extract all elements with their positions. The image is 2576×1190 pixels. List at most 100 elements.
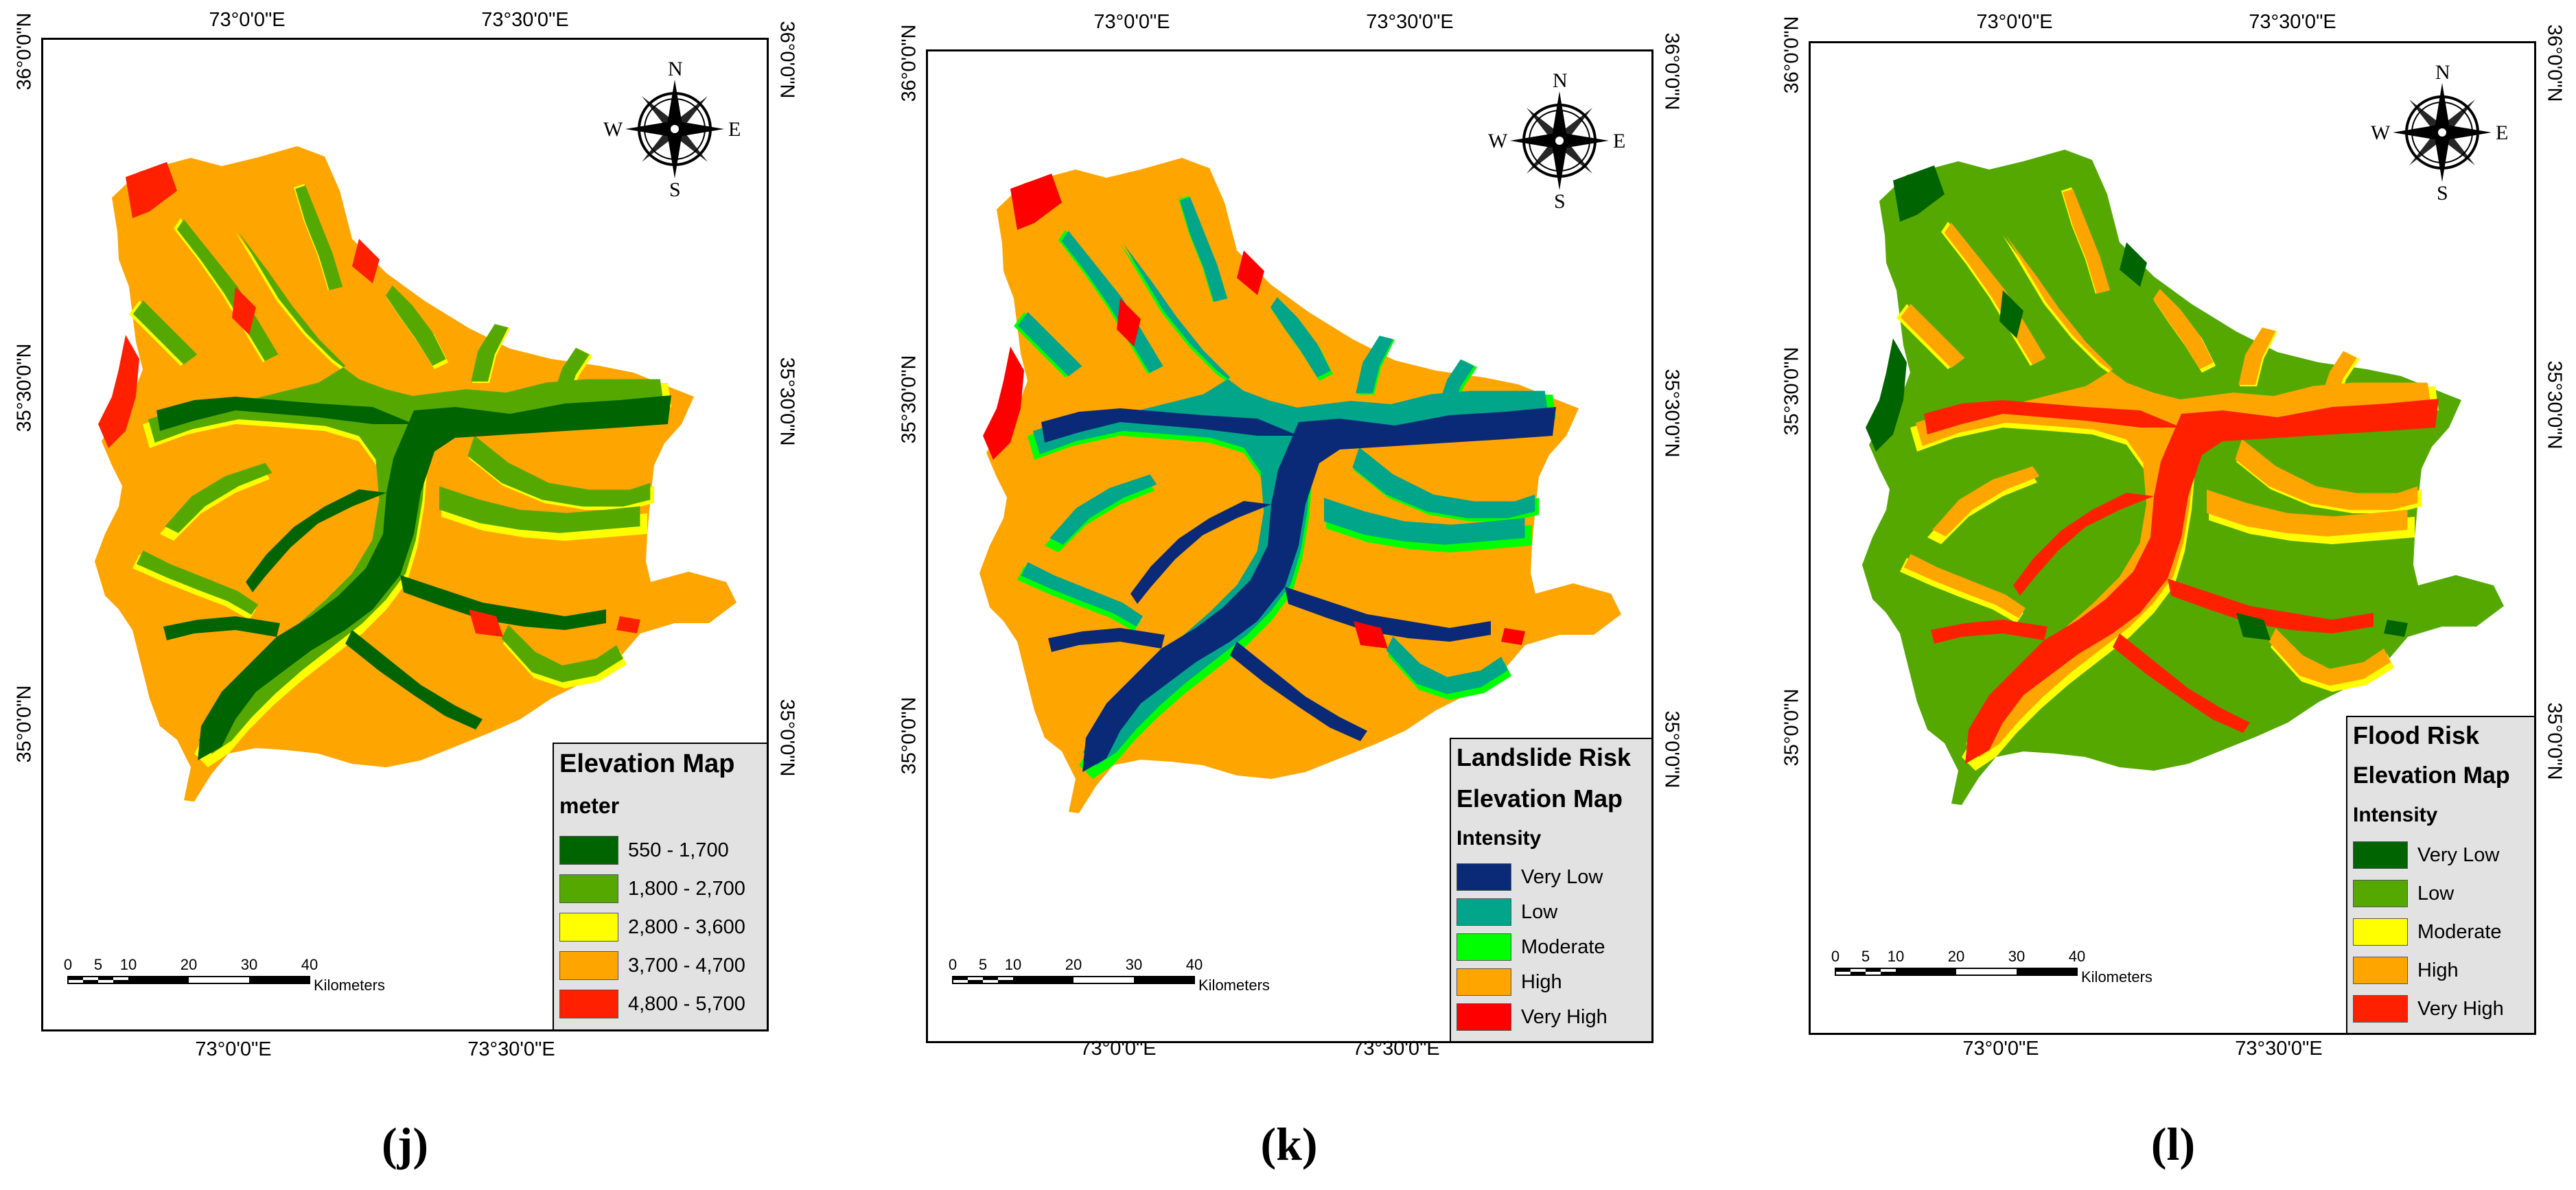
lat-label-left: 36°0'0"N xyxy=(13,12,36,91)
legend-label: Moderate xyxy=(2417,920,2502,943)
lat-label-right: 36°0'0"N xyxy=(2543,24,2566,102)
scale-tick: 30 xyxy=(240,956,258,973)
compass-e: E xyxy=(728,118,741,141)
scale-tick: 10 xyxy=(1004,956,1022,973)
compass-e: E xyxy=(2496,121,2509,144)
legend-subtitle: Intensity xyxy=(1457,827,1542,850)
lon-label-bottom: 73°30'0"E xyxy=(1352,1038,1440,1060)
scale-tick: 10 xyxy=(1887,948,1905,965)
legend-title-2: Elevation Map xyxy=(1457,784,1623,813)
legend-subtitle: meter xyxy=(559,793,620,818)
map-frame: N S E W Elevation Map meter 550 - 1,700 … xyxy=(41,38,769,1031)
lon-label-top: 73°30'0"E xyxy=(1366,11,1454,33)
compass-n: N xyxy=(668,58,683,80)
compass-n: N xyxy=(2435,61,2450,84)
map-frame: N S E W Flood Risk Elevation Map Intensi… xyxy=(1809,41,2536,1035)
legend-swatch xyxy=(2353,880,2408,907)
scale-tick: 20 xyxy=(180,956,198,973)
lon-label-top: 73°0'0"E xyxy=(1976,11,2053,33)
legend-item: 550 - 1,700 xyxy=(559,835,729,866)
lat-label-left: 36°0'0"N xyxy=(1780,16,1803,94)
scale-tick: 40 xyxy=(1185,956,1203,973)
lon-label-top: 73°30'0"E xyxy=(2249,11,2336,33)
scale-tick: 30 xyxy=(1125,956,1143,973)
legend-swatch xyxy=(1457,933,1511,961)
scale-tick: 5 xyxy=(1861,948,1870,965)
legend-item: Low xyxy=(2353,878,2454,909)
lat-label-left: 35°0'0"N xyxy=(898,697,920,775)
legend-item: Very High xyxy=(1457,1001,1608,1033)
legend-title: Elevation Map xyxy=(559,749,735,778)
legend-label: Low xyxy=(1521,900,1558,923)
legend-label: 3,700 - 4,700 xyxy=(628,954,745,977)
scale-bar: 0 5 10 20 30 40 Kilometers xyxy=(1831,948,2153,989)
scale-tick: 5 xyxy=(978,956,988,973)
compass-e: E xyxy=(1613,130,1626,152)
legend-title: Flood Risk xyxy=(2353,721,2480,749)
legend-item: Low xyxy=(1457,896,1557,928)
legend-swatch xyxy=(2353,918,2408,946)
legend-item: High xyxy=(2353,955,2459,986)
lon-label-bottom: 73°30'0"E xyxy=(467,1038,555,1060)
scale-bar: 0 5 10 20 30 40 Kilometers xyxy=(948,956,1270,997)
legend-title-2: Elevation Map xyxy=(2353,762,2510,789)
legend-swatch xyxy=(559,836,618,865)
lat-label-left: 35°30'0"N xyxy=(898,355,920,444)
legend-item: Very High xyxy=(2353,993,2504,1025)
scale-tick: 40 xyxy=(301,956,318,973)
compass-s: S xyxy=(2437,182,2448,205)
panel-label-l: (l) xyxy=(2150,1118,2196,1170)
compass-n: N xyxy=(1553,69,1568,92)
lat-label-right: 35°30'0"N xyxy=(1660,369,1683,458)
lon-label-top: 73°0'0"E xyxy=(209,9,286,31)
legend-item: High xyxy=(1457,966,1562,998)
legend-label: 1,800 - 2,700 xyxy=(628,877,745,900)
scale-tick: 30 xyxy=(2008,948,2026,965)
scale-tick: 0 xyxy=(948,956,958,973)
legend-label: High xyxy=(2417,959,2459,981)
lon-label-bottom: 73°0'0"E xyxy=(1962,1038,2039,1060)
lat-label-left: 36°0'0"N xyxy=(898,24,920,102)
legend-item: 3,700 - 4,700 xyxy=(559,950,745,981)
legend-label: 2,800 - 3,600 xyxy=(628,915,745,938)
legend-label: Very Low xyxy=(2417,843,2500,866)
scale-unit: Kilometers xyxy=(2081,968,2153,985)
north-arrow-compass: N S E W xyxy=(603,58,743,201)
legend-label: Very High xyxy=(1521,1005,1608,1028)
compass-w: W xyxy=(1488,130,1508,152)
lat-label-right: 36°0'0"N xyxy=(1660,32,1683,110)
legend-swatch xyxy=(1457,863,1511,891)
lon-label-bottom: 73°0'0"E xyxy=(195,1038,272,1060)
scale-tick: 0 xyxy=(63,956,73,973)
north-arrow-compass: N S E W xyxy=(2371,61,2511,205)
legend-swatch xyxy=(2353,957,2408,984)
scale-tick: 20 xyxy=(1065,956,1082,973)
legend-swatch xyxy=(559,874,618,903)
lat-label-left: 35°0'0"N xyxy=(1780,688,1803,767)
lon-label-bottom: 73°0'0"E xyxy=(1080,1038,1157,1060)
lat-label-right: 36°0'0"N xyxy=(776,21,798,99)
legend: Elevation Map meter 550 - 1,700 1,800 - … xyxy=(553,743,767,1029)
lat-label-left: 35°30'0"N xyxy=(13,343,36,432)
legend-swatch xyxy=(2353,841,2408,869)
scale-tick: 5 xyxy=(93,956,103,973)
legend-item: Very Low xyxy=(1457,861,1603,893)
legend-label: 550 - 1,700 xyxy=(628,839,729,861)
legend-swatch xyxy=(2353,995,2408,1023)
compass-s: S xyxy=(1554,190,1566,213)
lat-label-right: 35°30'0"N xyxy=(2543,360,2566,450)
compass-w: W xyxy=(603,118,623,141)
legend-swatch xyxy=(1457,1003,1511,1031)
legend-item: 4,800 - 5,700 xyxy=(559,988,745,1020)
legend-swatch xyxy=(1457,968,1511,996)
legend-swatch xyxy=(559,951,618,980)
scale-tick: 40 xyxy=(2068,948,2086,965)
legend-label: High xyxy=(1521,970,1562,993)
lat-label-right: 35°0'0"N xyxy=(1660,710,1683,789)
scale-unit: Kilometers xyxy=(1198,977,1270,994)
legend-swatch xyxy=(1457,898,1511,926)
lon-label-top: 73°30'0"E xyxy=(481,9,569,31)
lon-label-top: 73°0'0"E xyxy=(1093,11,1170,33)
scale-bar: 0 5 10 20 30 40 Kilometers xyxy=(63,956,385,997)
lon-label-bottom: 73°30'0"E xyxy=(2235,1038,2323,1060)
